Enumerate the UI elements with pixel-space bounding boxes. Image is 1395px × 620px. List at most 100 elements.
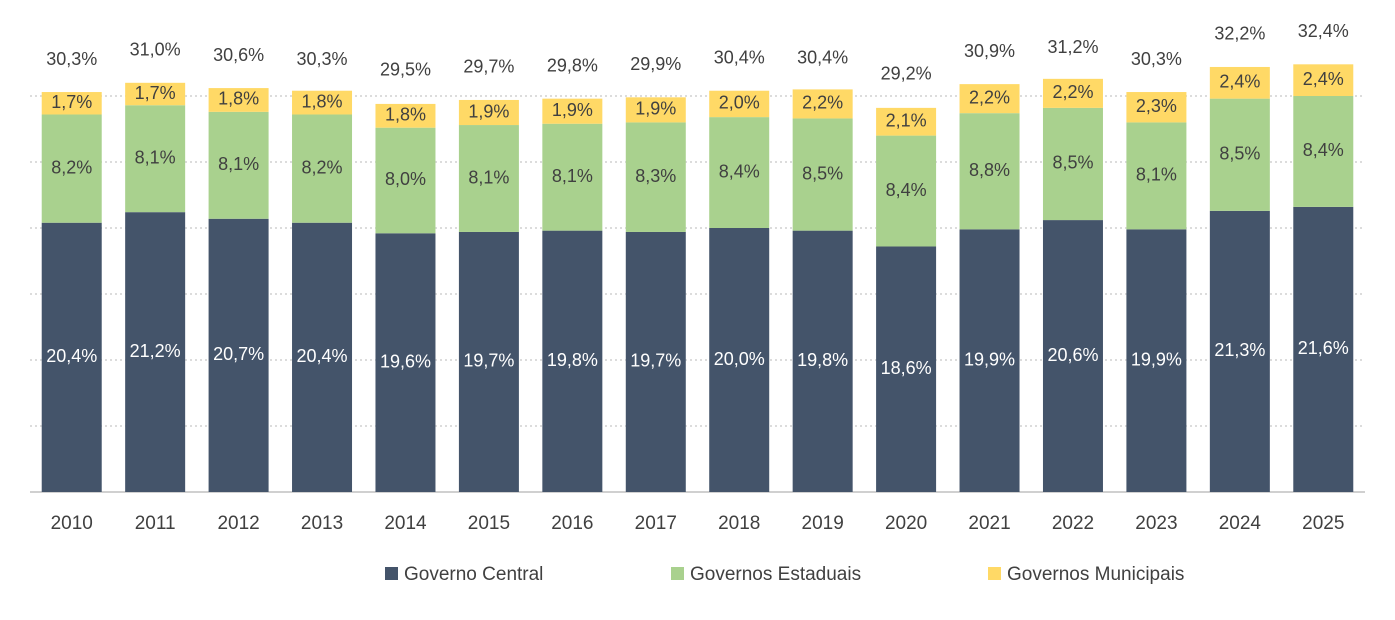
x-tick-label: 2014 [384, 513, 427, 534]
x-tick-label: 2019 [802, 513, 844, 534]
x-tick-label: 2020 [885, 513, 927, 534]
bar-segment [458, 99, 519, 126]
x-tick-label: 2017 [635, 513, 677, 534]
value-label: 19,8% [547, 350, 598, 370]
total-label: 32,4% [1298, 21, 1349, 41]
total-label: 30,3% [1131, 49, 1182, 69]
value-label: 1,9% [468, 101, 509, 121]
value-label: 1,9% [635, 99, 676, 119]
bar-segment [458, 125, 519, 232]
value-label: 19,7% [630, 351, 681, 371]
bar-segment [709, 90, 770, 118]
legend-label: Governo Central [404, 564, 543, 585]
x-tick-label: 2018 [718, 513, 760, 534]
total-label: 31,0% [130, 40, 181, 60]
total-label: 29,7% [463, 57, 514, 77]
bar-segment [1293, 206, 1354, 492]
bar-segment [208, 218, 269, 492]
legend-swatch [671, 567, 684, 580]
bar-segment [125, 212, 186, 492]
value-label: 19,8% [797, 350, 848, 370]
bar-segment [1209, 98, 1270, 211]
bar-segment [208, 111, 269, 219]
bar-segment [375, 127, 436, 234]
value-label: 8,5% [1219, 143, 1260, 163]
total-label: 29,2% [881, 63, 932, 83]
x-tick-label: 2010 [51, 513, 93, 534]
legend-swatch [988, 567, 1001, 580]
bar-segment [292, 114, 353, 223]
value-label: 20,4% [297, 346, 348, 366]
bar-segment [125, 82, 186, 106]
total-label: 31,2% [1047, 37, 1098, 57]
bar-segment [542, 230, 603, 492]
bar-segment [792, 89, 853, 119]
value-label: 8,2% [51, 157, 92, 177]
bar-segment [876, 135, 937, 247]
total-label: 29,8% [547, 55, 598, 75]
value-label: 8,1% [135, 147, 176, 167]
x-tick-label: 2011 [135, 513, 176, 534]
total-label: 30,9% [964, 41, 1015, 61]
bar-segment [292, 222, 353, 492]
bar-segment [542, 123, 603, 231]
x-tick-label: 2024 [1219, 513, 1262, 534]
value-label: 8,5% [802, 163, 843, 183]
total-label: 29,5% [380, 59, 431, 79]
bar-segment [1126, 92, 1187, 123]
total-label: 30,6% [213, 45, 264, 65]
value-label: 8,1% [552, 166, 593, 186]
x-tick-label: 2016 [551, 513, 593, 534]
bar-segment [876, 107, 937, 136]
value-label: 19,9% [1131, 349, 1182, 369]
value-label: 2,2% [802, 93, 843, 113]
bar-segment [375, 103, 436, 128]
value-label: 8,4% [886, 180, 927, 200]
x-tick-label: 2015 [468, 513, 510, 534]
x-tick-label: 2025 [1302, 513, 1344, 534]
bar-segment [1042, 220, 1103, 492]
value-label: 1,8% [385, 105, 426, 125]
value-label: 1,9% [552, 100, 593, 120]
bar-segment [41, 114, 102, 223]
bar-segment [959, 113, 1020, 230]
value-label: 20,7% [213, 344, 264, 364]
bar-segment [1209, 210, 1270, 492]
value-label: 21,6% [1298, 338, 1349, 358]
value-label: 8,3% [635, 166, 676, 186]
value-label: 1,8% [218, 89, 259, 109]
total-label: 32,2% [1214, 24, 1265, 44]
value-label: 8,1% [1136, 165, 1177, 185]
value-label: 2,1% [886, 110, 927, 130]
value-label: 20,4% [46, 346, 97, 366]
value-label: 1,7% [135, 83, 176, 103]
bar-segment [625, 97, 686, 123]
bar-segment [41, 92, 102, 115]
value-label: 8,0% [385, 169, 426, 189]
value-label: 2,2% [969, 87, 1010, 107]
bar-segment [1042, 107, 1103, 221]
bar-segment [41, 222, 102, 492]
total-label: 29,9% [630, 54, 681, 74]
bar-segment [625, 122, 686, 232]
bar-segment [375, 233, 436, 492]
value-label: 19,9% [964, 349, 1015, 369]
bar-segment [458, 231, 519, 492]
bar-segment [1209, 66, 1270, 99]
bar-segment [292, 90, 353, 115]
x-tick-label: 2012 [217, 513, 259, 534]
x-tick-label: 2013 [301, 513, 343, 534]
total-label: 30,4% [797, 47, 848, 67]
value-label: 21,2% [130, 341, 181, 361]
value-label: 21,3% [1214, 340, 1265, 360]
value-label: 8,8% [969, 160, 1010, 180]
bar-segment [709, 117, 770, 228]
bar-segment [959, 84, 1020, 114]
x-tick-label: 2023 [1135, 513, 1177, 534]
legend-label: Governos Estaduais [690, 564, 861, 585]
total-label: 30,3% [297, 49, 348, 69]
value-label: 2,4% [1303, 69, 1344, 89]
value-label: 8,1% [218, 154, 259, 174]
bar-segment [792, 230, 853, 492]
